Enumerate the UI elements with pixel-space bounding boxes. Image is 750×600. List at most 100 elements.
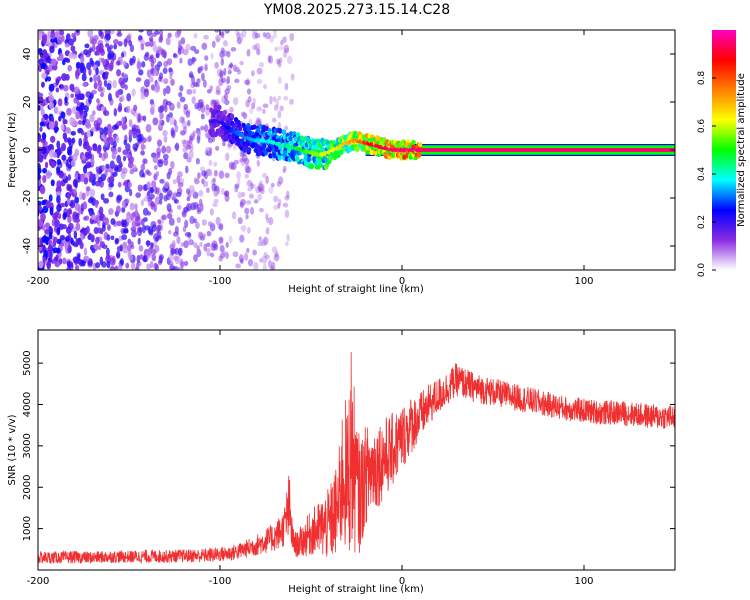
spectrogram-noise-blob xyxy=(84,43,90,49)
spectrogram-noise-blob xyxy=(53,236,58,243)
spectrogram-noise-blob xyxy=(234,78,240,84)
spectrogram-noise-blob xyxy=(185,110,191,118)
y-tick-label: 4000 xyxy=(22,392,33,417)
spectrogram-noise-blob xyxy=(56,56,61,62)
spectrogram-noise-blob xyxy=(144,88,149,93)
spectrogram-noise-blob xyxy=(144,41,151,47)
spectrogram-noise-blob xyxy=(89,76,93,83)
spectrogram-noise-blob xyxy=(67,192,71,201)
spectrogram-noise-blob xyxy=(72,256,79,264)
spectrogram-noise-blob xyxy=(257,240,263,247)
spectrogram-noise-blob xyxy=(131,55,136,64)
spectrogram-noise-blob xyxy=(218,223,224,231)
spectrogram-noise-blob xyxy=(56,203,62,213)
spectrogram-ridge-blob xyxy=(277,155,282,161)
spectrogram-ridge-blob xyxy=(262,142,267,149)
spectrogram-noise-blob xyxy=(110,218,116,225)
spectrogram-noise-blob xyxy=(75,61,81,69)
spectrogram-noise-blob xyxy=(138,30,144,33)
spectrogram-noise-blob xyxy=(179,85,184,92)
spectrogram-noise-blob xyxy=(136,128,141,134)
spectrogram-noise-blob xyxy=(171,240,176,249)
spectrogram-noise-blob xyxy=(170,160,175,170)
spectrogram-noise-blob xyxy=(93,74,98,83)
spectrogram-noise-blob xyxy=(283,35,288,43)
spectrogram-noise-blob xyxy=(114,237,120,244)
spectrogram-noise-blob xyxy=(38,153,44,163)
spectrogram-noise-blob xyxy=(239,33,244,42)
spectrogram-noise-blob xyxy=(201,42,208,50)
spectrogram-noise-blob xyxy=(91,43,96,53)
spectrogram-noise-blob xyxy=(246,78,251,86)
spectrogram-noise-blob xyxy=(186,188,191,195)
spectrogram-x-label: Height of straight line (km) xyxy=(288,284,424,295)
spectrogram-noise-blob xyxy=(267,55,271,63)
spectrogram-noise-blob xyxy=(146,69,152,78)
spectrogram-noise-blob xyxy=(56,140,61,149)
chart-title: YM08.2025.273.15.14.C28 xyxy=(263,2,450,18)
spectrogram-noise-blob xyxy=(127,181,133,189)
spectrogram-noise-blob xyxy=(157,105,164,113)
spectrogram-noise-blob xyxy=(79,103,86,111)
spectrogram-noise-blob xyxy=(99,179,104,188)
spectrogram-noise-blob xyxy=(62,212,68,219)
spectrogram-noise-blob xyxy=(204,124,209,133)
spectrogram-noise-blob xyxy=(257,193,262,201)
y-tick-label: -20 xyxy=(22,190,33,206)
spectrogram-noise-blob xyxy=(205,104,210,110)
spectrogram-noise-blob xyxy=(109,160,115,169)
spectrogram-noise-blob xyxy=(187,232,192,239)
spectrogram-noise-blob xyxy=(116,120,123,127)
spectrogram-noise-blob xyxy=(256,160,260,167)
spectrogram-noise-blob xyxy=(256,67,263,75)
spectrogram-noise-blob xyxy=(125,153,131,159)
spectrogram-noise-blob xyxy=(277,110,282,119)
spectrogram-noise-blob xyxy=(108,208,114,215)
spectrogram-noise-blob xyxy=(92,110,96,116)
spectrogram-ridge-blob xyxy=(323,164,329,170)
spectrogram-noise-blob xyxy=(250,182,254,190)
spectrogram-ridge-blob xyxy=(288,131,294,137)
spectrogram-noise-blob xyxy=(79,62,84,70)
spectrogram-noise-blob xyxy=(115,60,121,66)
spectrogram-noise-blob xyxy=(101,261,107,268)
spectrogram-noise-blob xyxy=(278,76,282,85)
spectrogram-noise-blob xyxy=(69,199,76,209)
spectrogram-noise-blob xyxy=(179,96,186,103)
spectrogram-noise-blob xyxy=(143,158,148,165)
spectrogram-noise-blob xyxy=(136,134,143,143)
spectrogram-noise-blob xyxy=(153,174,157,181)
spectrogram-noise-blob xyxy=(142,217,148,222)
spectrogram-noise-blob xyxy=(269,265,275,270)
snr-x-label: Height of straight line (km) xyxy=(288,584,424,595)
spectrogram-noise-blob xyxy=(234,184,239,193)
colorbar-tick-label: 0.6 xyxy=(697,119,707,134)
spectrogram-noise-blob xyxy=(74,148,80,157)
spectrogram-noise-blob xyxy=(116,69,122,77)
spectrogram-noise-blob xyxy=(56,180,62,189)
spectrogram-noise-blob xyxy=(61,142,67,152)
spectrogram-noise-blob xyxy=(206,187,210,194)
spectrogram-noise-blob xyxy=(176,30,182,37)
spectrogram-noise-blob xyxy=(286,55,293,65)
spectrogram-noise-blob xyxy=(100,173,107,182)
spectrogram-noise-blob xyxy=(206,170,213,177)
spectrogram-ridge-blob xyxy=(281,129,287,135)
spectrogram-noise-blob xyxy=(240,157,246,167)
spectrogram-noise-blob xyxy=(124,198,130,204)
spectrogram-noise-blob xyxy=(167,32,172,38)
spectrogram-noise-blob xyxy=(170,78,175,86)
spectrogram-noise-blob xyxy=(91,38,97,45)
spectrogram-noise-blob xyxy=(198,189,204,197)
spectrogram-noise-blob xyxy=(47,76,52,82)
spectrogram-noise-blob xyxy=(172,52,177,58)
spectrogram-noise-blob xyxy=(87,153,93,160)
spectrogram-noise-blob xyxy=(230,47,237,52)
spectrogram-noise-blob xyxy=(146,263,151,270)
spectrogram-noise-blob xyxy=(253,199,259,204)
spectrogram-noise-blob xyxy=(121,200,126,209)
spectrogram-noise-blob xyxy=(120,52,125,58)
spectrogram-noise-blob xyxy=(70,93,74,98)
spectrogram-noise-blob xyxy=(85,186,91,192)
spectrogram-noise-blob xyxy=(245,214,249,220)
